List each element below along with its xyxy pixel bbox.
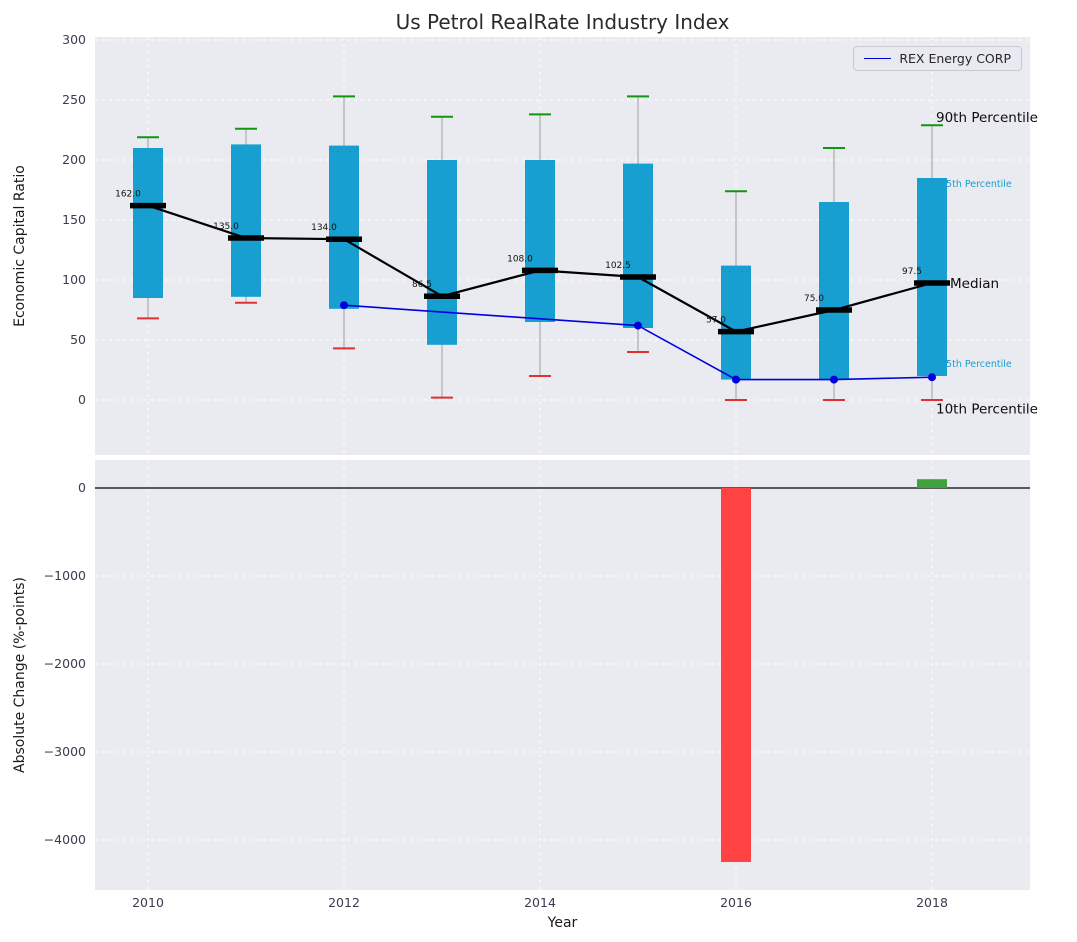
change-bar-2016 [721,488,751,862]
iqr-box-2016 [721,265,751,380]
y-tick-label-top: 0 [78,392,86,407]
annotation-median: Median [950,276,999,292]
y-axis-label-bottom: Absolute Change (%-points) [12,577,28,773]
x-tick-label-2010: 2010 [132,895,164,910]
median-value-label-2018: 97.5 [902,267,922,277]
iqr-box-2015 [623,163,653,328]
median-value-label-2011: 135.0 [213,222,239,232]
rex-energy-point-2015 [634,321,642,330]
median-value-label-2014: 108.0 [507,254,533,264]
y-tick-label-bottom: −2000 [44,656,86,671]
annotation-90th-percentile: 90th Percentile [936,110,1038,126]
x-tick-label-2016: 2016 [720,895,752,910]
iqr-box-2010 [133,148,163,298]
iqr-box-2012 [329,145,359,309]
y-tick-label-bottom: −1000 [44,568,86,583]
x-tick-label-2018: 2018 [916,895,948,910]
rex-energy-point-2016 [732,375,740,384]
iqr-box-2014 [525,160,555,322]
rex-energy-point-2018 [928,373,936,382]
iqr-box-2017 [819,202,849,380]
x-axis-label: Year [547,915,578,931]
y-tick-label-top: 50 [70,332,86,347]
rex-energy-point-2017 [830,375,838,384]
x-tick-label-2014: 2014 [524,895,556,910]
median-value-label-2017: 75.0 [804,294,824,304]
chart-title: Us Petrol RealRate Industry Index [395,10,730,34]
y-tick-label-top: 250 [62,92,86,107]
y-tick-label-top: 150 [62,212,86,227]
y-axis-label-top: Economic Capital Ratio [12,165,28,327]
legend-label: REX Energy CORP [899,51,1011,66]
y-tick-label-bottom: −3000 [44,744,86,759]
annotation-25th-percentile: 25th Percentile [940,359,1012,370]
iqr-box-2018 [917,178,947,376]
change-bar-2018 [917,479,947,488]
annotation-10th-percentile: 10th Percentile [936,401,1038,417]
y-tick-label-top: 300 [62,32,86,47]
median-value-label-2012: 134.0 [311,223,337,233]
median-value-label-2013: 86.5 [412,280,432,290]
iqr-box-2013 [427,160,457,345]
iqr-box-2011 [231,144,261,297]
median-value-label-2015: 102.5 [605,261,631,271]
rex-energy-line-sample [864,58,892,59]
y-tick-label-bottom: 0 [78,480,86,495]
y-tick-label-bottom: −4000 [44,832,86,847]
bottom-panel-background [95,460,1030,890]
x-tick-label-2012: 2012 [328,895,360,910]
median-value-label-2016: 57.0 [706,316,726,326]
median-value-label-2010: 162.0 [115,190,141,200]
annotation-75th-percentile: 75th Percentile [940,179,1012,190]
y-tick-label-top: 200 [62,152,86,167]
y-tick-label-top: 100 [62,272,86,287]
rex-energy-point-2012 [340,301,348,310]
percentile-boxes [133,95,947,401]
legend-box: REX Energy CORP [853,46,1022,71]
